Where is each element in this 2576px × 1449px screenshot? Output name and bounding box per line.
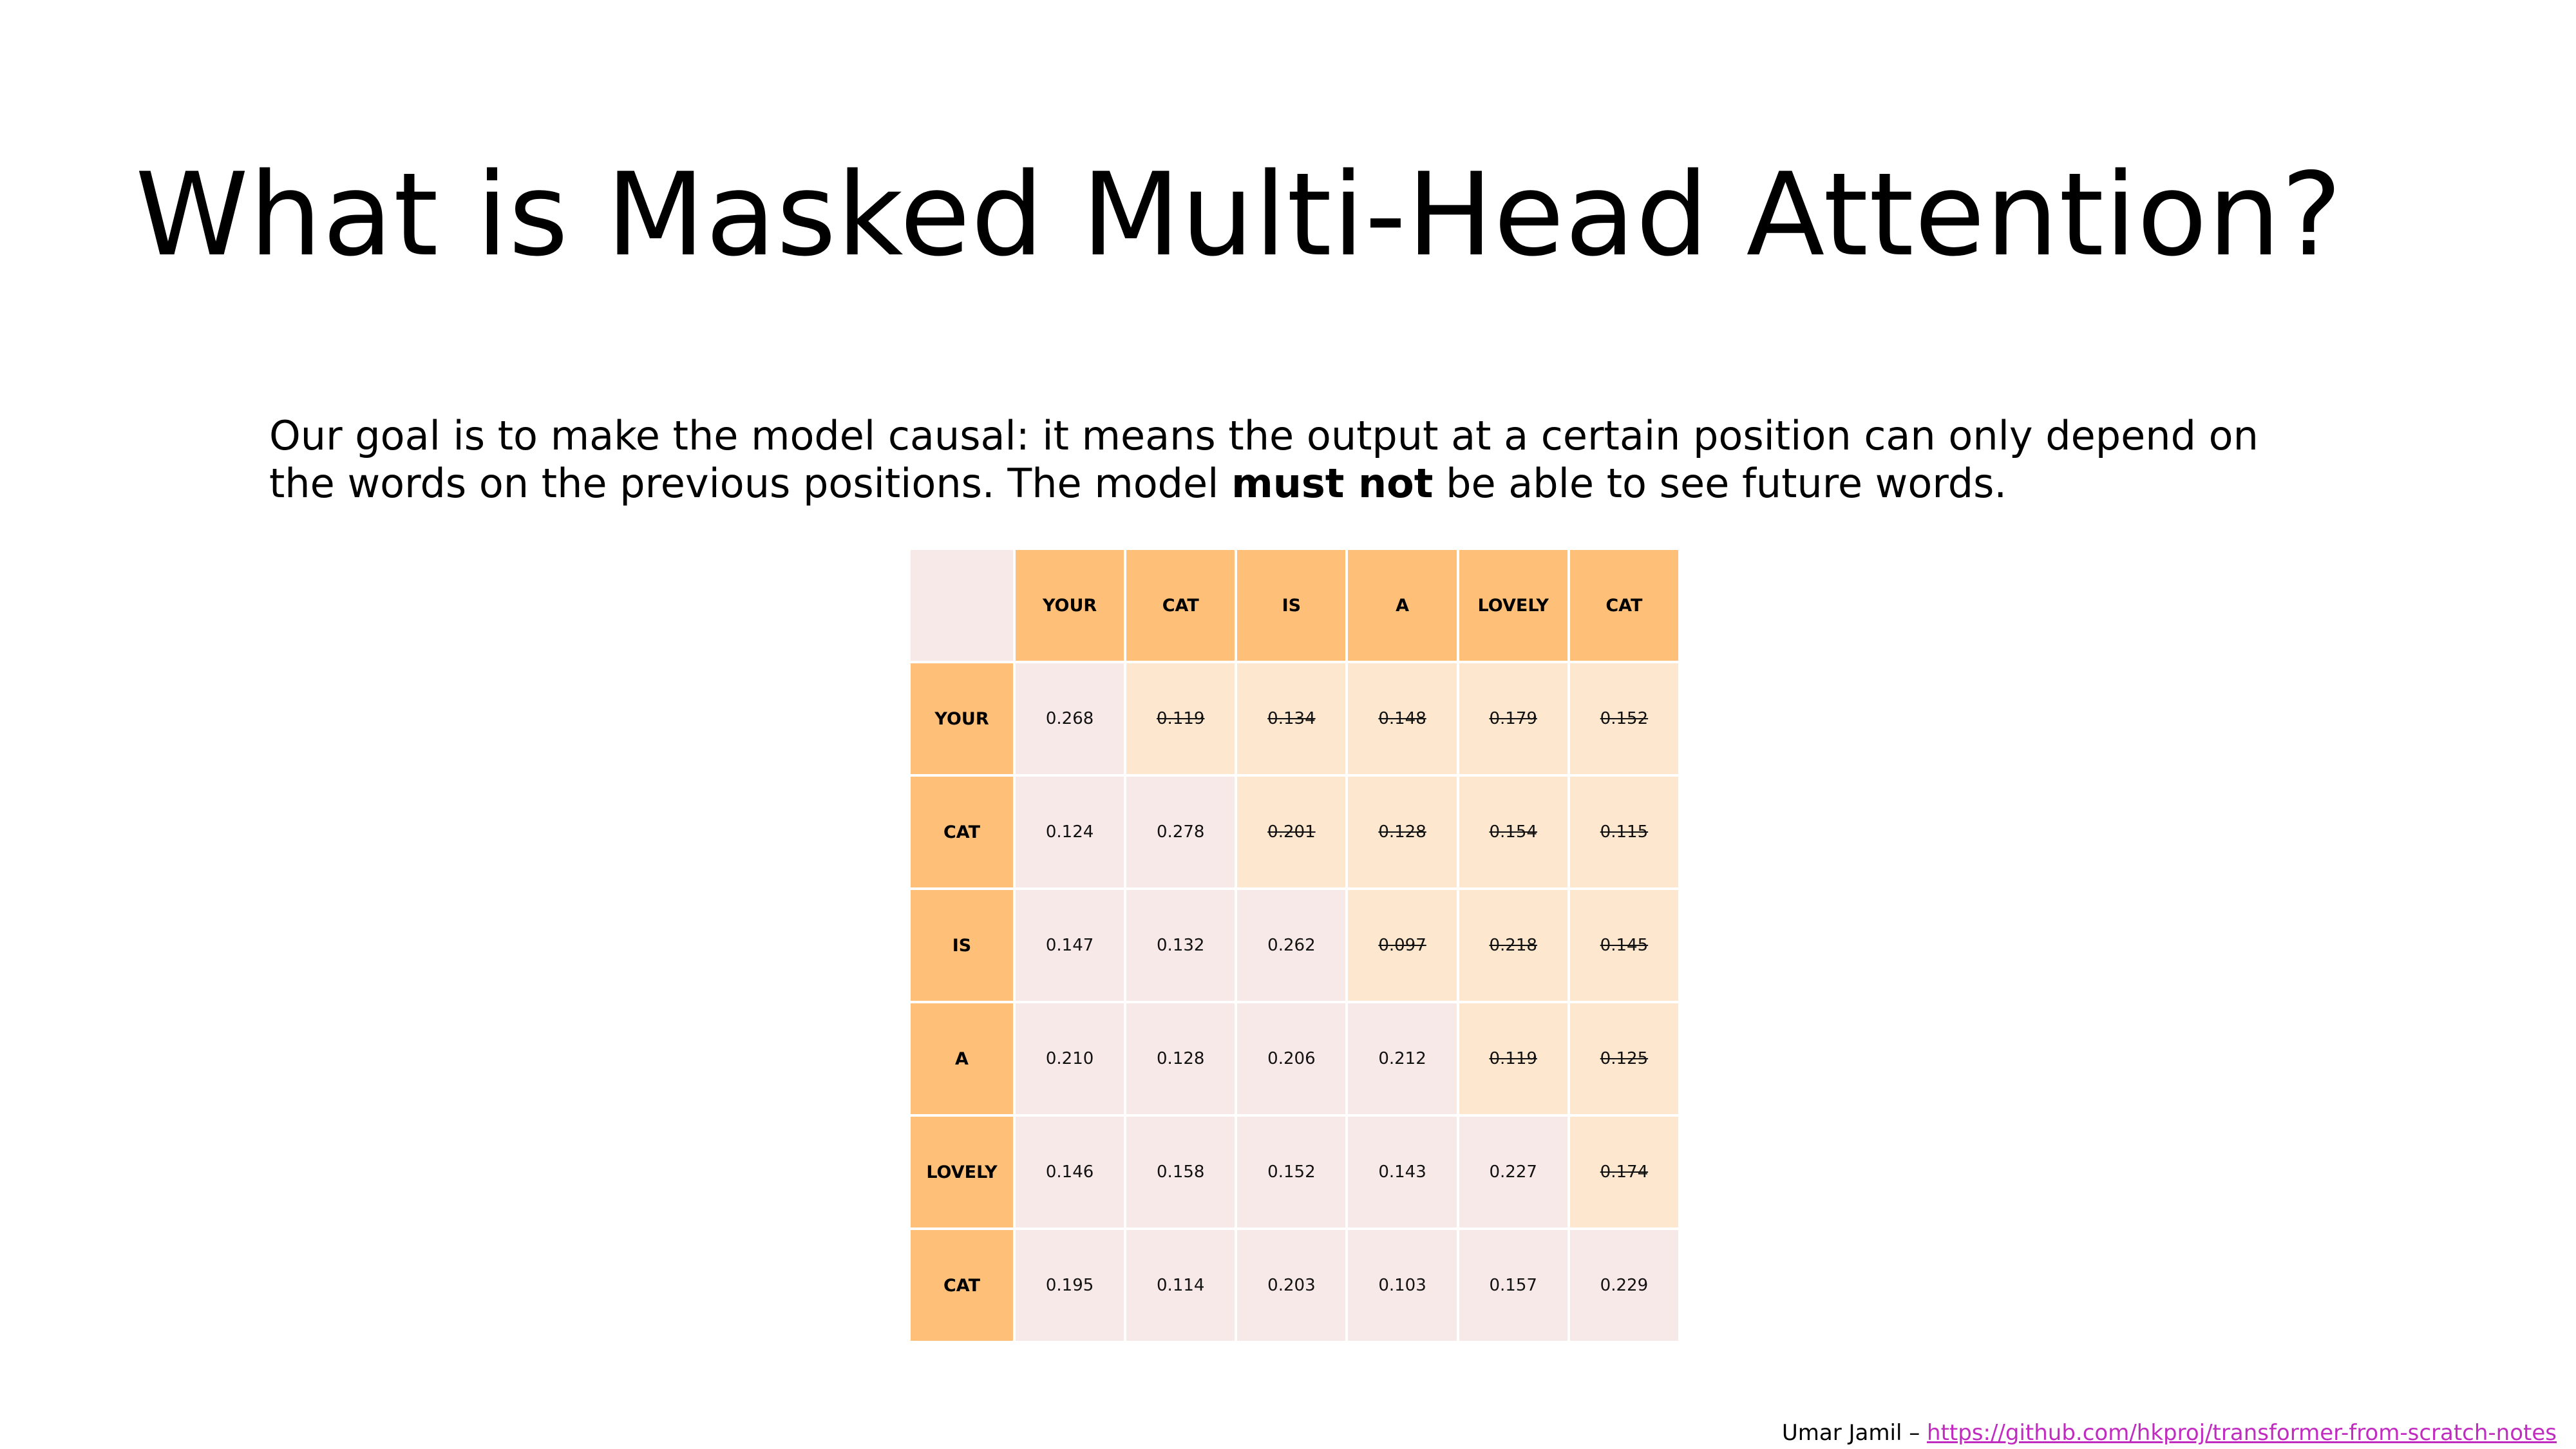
masked-score-cell: 0.097	[1345, 887, 1459, 1003]
masked-score-cell: 0.115	[1567, 774, 1681, 890]
attention-score-cell: 0.114	[1124, 1227, 1238, 1343]
attention-score-cell: 0.128	[1124, 1001, 1238, 1117]
column-header: YOUR	[1012, 547, 1127, 663]
attention-score-cell: 0.229	[1567, 1227, 1681, 1343]
masked-score-cell: 0.125	[1567, 1001, 1681, 1117]
intro-text-after: be able to see future words.	[1433, 460, 2007, 507]
attention-score-cell: 0.195	[1012, 1227, 1127, 1343]
row-header: IS	[908, 887, 1016, 1003]
intro-paragraph: Our goal is to make the model causal: it…	[269, 412, 2330, 507]
table-row: YOUR 0.268 0.119 0.134 0.148 0.179 0.152	[908, 661, 1681, 777]
slide-title: What is Masked Multi-Head Attention?	[135, 148, 2343, 281]
row-header: CAT	[908, 774, 1016, 890]
row-header: LOVELY	[908, 1114, 1016, 1230]
masked-score-cell: 0.134	[1235, 661, 1349, 777]
attention-score-cell: 0.124	[1012, 774, 1127, 890]
corner-cell	[908, 547, 1016, 663]
intro-text-before: Our goal is to make the model causal: it…	[269, 412, 2259, 507]
column-header: IS	[1235, 547, 1349, 663]
masked-score-cell: 0.179	[1456, 661, 1570, 777]
attention-score-cell: 0.158	[1124, 1114, 1238, 1230]
attention-score-cell: 0.210	[1012, 1001, 1127, 1117]
table-row: LOVELY 0.146 0.158 0.152 0.143 0.227 0.1…	[908, 1114, 1681, 1230]
attention-score-cell: 0.203	[1235, 1227, 1349, 1343]
attention-score-cell: 0.262	[1235, 887, 1349, 1003]
attention-score-cell: 0.278	[1124, 774, 1238, 890]
intro-emphasis: must not	[1231, 460, 1434, 507]
attention-score-cell: 0.206	[1235, 1001, 1349, 1117]
masked-score-cell: 0.152	[1567, 661, 1681, 777]
table-row: CAT 0.195 0.114 0.203 0.103 0.157 0.229	[908, 1227, 1681, 1343]
attention-score-cell: 0.147	[1012, 887, 1127, 1003]
footer-credit: Umar Jamil – https://github.com/hkproj/t…	[1782, 1420, 2557, 1446]
attention-score-cell: 0.157	[1456, 1227, 1570, 1343]
masked-score-cell: 0.218	[1456, 887, 1570, 1003]
row-header: A	[908, 1001, 1016, 1117]
row-header: CAT	[908, 1227, 1016, 1343]
header-row: YOUR CAT IS A LOVELY CAT	[908, 547, 1681, 663]
masked-score-cell: 0.148	[1345, 661, 1459, 777]
attention-score-cell: 0.143	[1345, 1114, 1459, 1230]
column-header: LOVELY	[1456, 547, 1570, 663]
masked-score-cell: 0.128	[1345, 774, 1459, 890]
masked-score-cell: 0.154	[1456, 774, 1570, 890]
column-header: A	[1345, 547, 1459, 663]
footer-author: Umar Jamil –	[1781, 1420, 1927, 1446]
footer-github-link[interactable]: https://github.com/hkproj/transformer-fr…	[1927, 1420, 2557, 1446]
masked-score-cell: 0.119	[1456, 1001, 1570, 1117]
masked-score-cell: 0.119	[1124, 661, 1238, 777]
table-row: IS 0.147 0.132 0.262 0.097 0.218 0.145	[908, 887, 1681, 1003]
column-header: CAT	[1124, 547, 1238, 663]
attention-matrix-table: YOUR CAT IS A LOVELY CAT YOUR 0.268 0.11…	[908, 547, 1681, 1343]
table-row: A 0.210 0.128 0.206 0.212 0.119 0.125	[908, 1001, 1681, 1117]
row-header: YOUR	[908, 661, 1016, 777]
table-row: CAT 0.124 0.278 0.201 0.128 0.154 0.115	[908, 774, 1681, 890]
attention-score-cell: 0.268	[1012, 661, 1127, 777]
masked-score-cell: 0.201	[1235, 774, 1349, 890]
masked-score-cell: 0.145	[1567, 887, 1681, 1003]
masked-score-cell: 0.174	[1567, 1114, 1681, 1230]
attention-score-cell: 0.132	[1124, 887, 1238, 1003]
column-header: CAT	[1567, 547, 1681, 663]
attention-score-cell: 0.146	[1012, 1114, 1127, 1230]
attention-score-cell: 0.152	[1235, 1114, 1349, 1230]
attention-score-cell: 0.103	[1345, 1227, 1459, 1343]
attention-score-cell: 0.212	[1345, 1001, 1459, 1117]
attention-score-cell: 0.227	[1456, 1114, 1570, 1230]
